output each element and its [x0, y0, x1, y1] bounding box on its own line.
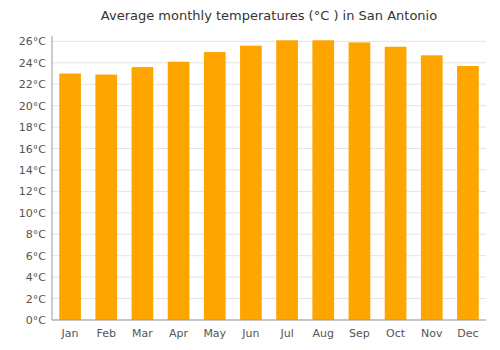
y-axis-line: [52, 36, 53, 320]
bar: [59, 74, 81, 320]
y-tick-label: 6°C: [26, 250, 46, 263]
y-tick-label: 12°C: [19, 185, 46, 198]
y-tick-label: 26°C: [19, 35, 46, 48]
y-tick-label: 4°C: [26, 271, 46, 284]
bars: [59, 40, 479, 320]
y-tick-label: 18°C: [19, 121, 46, 134]
y-tick-label: 2°C: [26, 293, 46, 306]
x-tick-label: Jul: [279, 327, 293, 340]
x-tick-label: Oct: [386, 327, 406, 340]
bar: [457, 66, 479, 320]
bar: [312, 40, 334, 320]
bar: [95, 75, 117, 320]
y-tick-label: 10°C: [19, 207, 46, 220]
x-tick-label: May: [203, 327, 226, 340]
x-tick-label: Jun: [241, 327, 259, 340]
bar: [421, 55, 443, 320]
x-tick-label: Mar: [132, 327, 153, 340]
x-tick-label: Aug: [313, 327, 334, 340]
x-tick-label: Dec: [457, 327, 478, 340]
x-axis-line: [52, 320, 486, 321]
bar: [240, 46, 262, 320]
y-grid: [52, 41, 486, 320]
x-tick-label: Nov: [421, 327, 443, 340]
x-tick-label: Feb: [97, 327, 116, 340]
x-tick-labels: Jan Feb Mar Apr May Jun Jul Aug Sep Oct Nov Dec: [61, 327, 479, 340]
title: Average monthly temperatures (°C ) in Sa…: [101, 8, 437, 23]
y-tick-label: 22°C: [19, 78, 46, 91]
grid-line: [52, 320, 486, 321]
y-tick-label: 0°C: [26, 314, 46, 327]
bar: [168, 62, 190, 320]
bar: [385, 47, 407, 320]
y-tick-label: 8°C: [26, 228, 46, 241]
y-tick-label: 16°C: [19, 143, 46, 156]
y-tick-label: 24°C: [19, 57, 46, 70]
bar: [276, 40, 298, 320]
x-tick-label: Sep: [349, 327, 370, 340]
y-tick-labels: 0°C 2°C 4°C 6°C 8°C 10°C 12°C 14°C 16°C 18°C 20°C 2…: [19, 35, 46, 327]
bar: [132, 67, 154, 320]
bar: [204, 52, 226, 320]
x-tick-label: Apr: [169, 327, 189, 340]
bar: [349, 42, 371, 320]
grid-line: [52, 41, 486, 42]
y-tick-label: 20°C: [19, 100, 46, 113]
y-tick-label: 14°C: [19, 164, 46, 177]
chart: Average monthly temperatures (°C ) in Sa…: [0, 0, 500, 350]
chart-container: Average monthly temperatures (°C ) in Sa…: [0, 0, 500, 350]
x-tick-label: Jan: [61, 327, 79, 340]
